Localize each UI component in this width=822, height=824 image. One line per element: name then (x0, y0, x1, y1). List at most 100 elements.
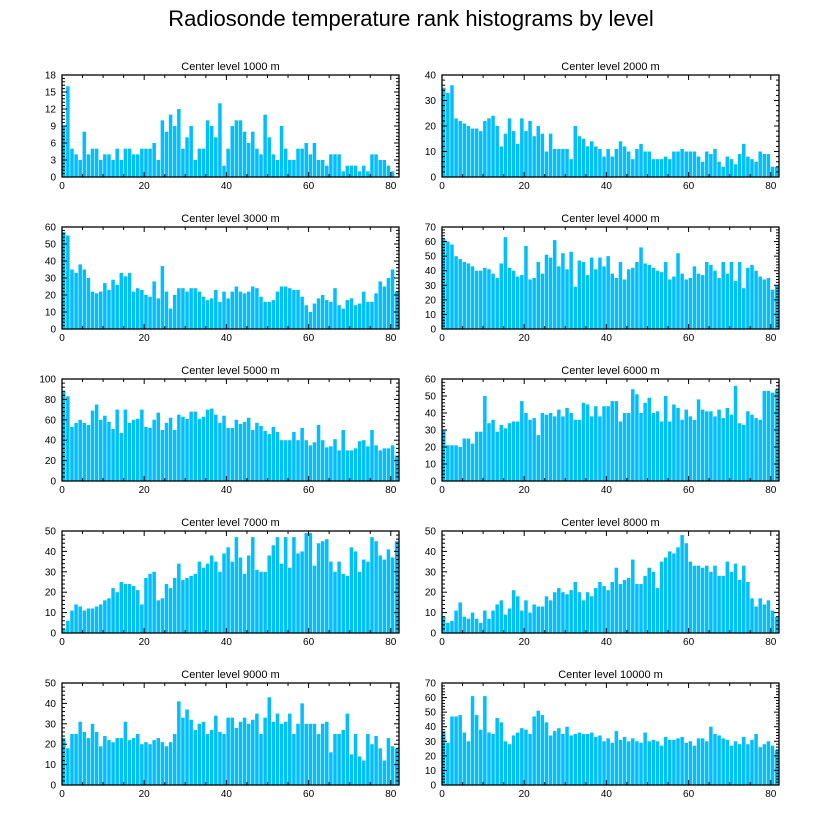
bar (446, 92, 450, 177)
bar (82, 131, 87, 177)
bar (267, 434, 271, 481)
bar (345, 300, 350, 329)
x-tick-label: 20 (139, 789, 151, 800)
bar (123, 276, 128, 329)
bar (82, 269, 87, 329)
y-tick-label: 30 (425, 737, 437, 748)
bar (507, 744, 512, 785)
bar (705, 151, 709, 177)
bar (503, 133, 508, 177)
bar (565, 148, 569, 177)
bar (345, 713, 350, 785)
bar (156, 600, 161, 633)
bar (515, 421, 520, 481)
bar (581, 402, 586, 481)
bar (503, 237, 508, 329)
bar (164, 131, 169, 177)
bar (680, 535, 684, 633)
bar (442, 87, 446, 177)
bar (316, 424, 321, 481)
bar (692, 745, 697, 785)
bar (209, 729, 214, 785)
bar (242, 293, 247, 329)
bar (201, 721, 206, 785)
bar (103, 415, 107, 481)
bar (353, 165, 358, 177)
bar (598, 582, 602, 633)
bar (304, 440, 308, 481)
bar (606, 406, 610, 481)
bar (450, 716, 454, 785)
bar (696, 273, 701, 329)
bar (700, 275, 705, 329)
y-tick-label: 12 (45, 105, 57, 116)
bar (255, 713, 259, 785)
bar (474, 431, 479, 481)
bar (742, 143, 746, 177)
bar (189, 411, 193, 481)
y-tick-label: 10 (425, 310, 437, 321)
bar (454, 256, 458, 329)
bar (378, 450, 382, 481)
bar (770, 745, 775, 785)
bar (618, 584, 623, 633)
bar (185, 291, 189, 329)
bar (246, 291, 251, 329)
bar (218, 731, 222, 785)
bar (320, 541, 325, 633)
bar (308, 445, 313, 481)
x-tick-label: 60 (303, 637, 315, 648)
y-tick-label: 40 (45, 547, 57, 558)
bar (333, 734, 337, 785)
bar (524, 729, 528, 785)
bar (684, 543, 688, 633)
bar (234, 286, 239, 329)
bar (115, 284, 119, 329)
bar (746, 267, 750, 329)
bar (164, 746, 169, 785)
x-tick-label: 80 (765, 333, 777, 344)
bar (544, 151, 549, 177)
bar (222, 291, 226, 329)
bar (362, 291, 366, 329)
bar (602, 741, 606, 785)
bar (374, 154, 378, 177)
bar (651, 159, 656, 177)
bar (499, 600, 504, 633)
bar (565, 269, 569, 329)
bar (98, 160, 103, 177)
bar (483, 267, 487, 329)
bar (362, 165, 366, 177)
bar (532, 418, 536, 481)
y-tick-label: 0 (430, 477, 436, 488)
bar (577, 419, 582, 481)
bar (655, 411, 660, 481)
bar (366, 171, 370, 177)
bar (74, 422, 78, 481)
bar (94, 404, 99, 481)
bar (382, 559, 387, 633)
x-tick-label: 80 (385, 789, 397, 800)
y-tick-label: 60 (45, 223, 57, 234)
bar (103, 283, 107, 329)
y-tick-label: 0 (430, 781, 436, 792)
bar (386, 165, 391, 177)
bar (713, 270, 717, 329)
bar (622, 579, 627, 633)
bar (140, 289, 144, 329)
bar (631, 389, 635, 481)
bar (548, 735, 553, 785)
bar (148, 573, 152, 633)
bar (544, 722, 549, 785)
bar (177, 288, 181, 329)
bar (466, 741, 471, 785)
bar (676, 407, 680, 481)
bar (246, 555, 251, 633)
bar (668, 739, 672, 785)
bar (598, 416, 602, 481)
bar (115, 592, 119, 633)
bar (279, 723, 284, 785)
bar (668, 279, 672, 329)
bar (536, 710, 541, 785)
bar (205, 300, 210, 329)
